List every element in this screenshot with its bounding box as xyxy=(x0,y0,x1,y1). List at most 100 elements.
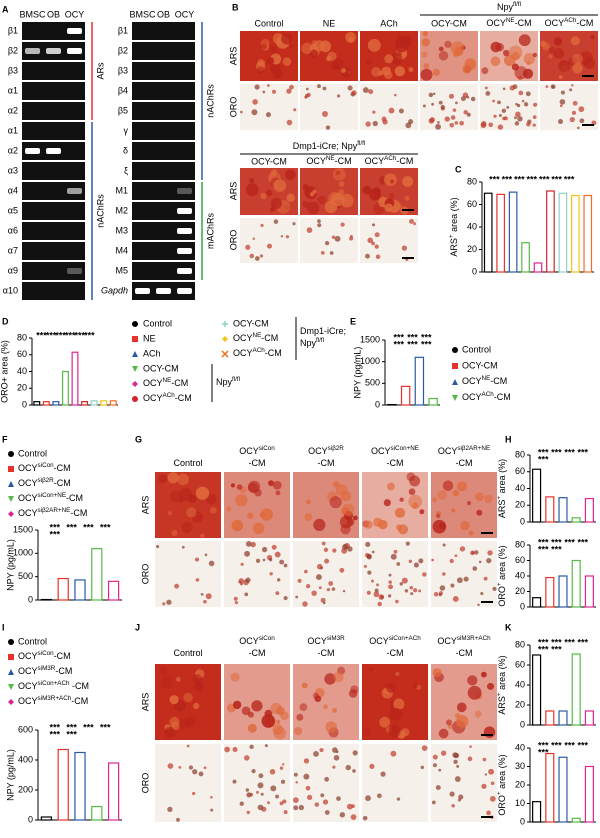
lane-label: OCY xyxy=(65,9,85,19)
y-axis-label: ARS+ area (%) xyxy=(496,655,507,714)
lipid-droplet xyxy=(579,118,585,124)
lipid-droplet xyxy=(571,84,574,87)
label-part: ARS xyxy=(497,500,507,519)
lipid-droplet xyxy=(453,759,458,765)
gel-row xyxy=(22,182,85,200)
mineral-nodule xyxy=(331,62,339,70)
bar xyxy=(584,575,594,608)
mineral-nodule xyxy=(423,63,430,69)
gel-row xyxy=(22,22,85,40)
legend-label: OCY-CM xyxy=(143,363,179,373)
lipid-droplet xyxy=(245,541,252,547)
mineral-nodule xyxy=(438,728,449,739)
mineral-nodule xyxy=(385,682,397,693)
lipid-droplet xyxy=(372,120,378,127)
mineral-nodule xyxy=(352,515,358,521)
column-label: OCYsiM3R+ACh xyxy=(437,635,491,646)
significance: *** xyxy=(564,537,575,547)
lipid-droplet xyxy=(484,86,488,90)
significance: *** xyxy=(551,740,562,750)
lipid-droplet xyxy=(351,90,357,96)
lipid-droplet xyxy=(396,797,401,801)
label-part: fl/fl xyxy=(232,376,240,383)
lipid-droplet xyxy=(421,745,428,752)
label-part: ARS xyxy=(449,238,459,257)
column-label: OCYsiCon+ACh xyxy=(369,635,421,646)
lipid-droplet xyxy=(276,578,281,582)
lipid-droplet xyxy=(210,808,214,812)
mineral-nodule xyxy=(332,708,337,713)
lipid-droplet xyxy=(328,581,334,586)
bar xyxy=(532,597,542,608)
lipid-droplet xyxy=(320,793,325,798)
panel-letter: J xyxy=(135,622,140,632)
lipid-droplet xyxy=(449,122,455,128)
micrograph xyxy=(540,84,598,130)
group-label: ARs xyxy=(95,62,105,80)
mineral-nodule xyxy=(306,201,320,215)
significance: *** xyxy=(527,174,538,184)
row-label: β1 xyxy=(118,25,128,35)
bar xyxy=(109,400,117,406)
mineral-nodule xyxy=(235,493,248,507)
label-part: fl/fl xyxy=(316,337,324,344)
group-label: nAChRs xyxy=(95,194,105,228)
mineral-nodule xyxy=(548,54,553,59)
mineral-nodule xyxy=(364,520,373,529)
lipid-droplet xyxy=(456,577,463,584)
label-part: OCY xyxy=(369,636,389,646)
mineral-nodule xyxy=(293,726,303,736)
column-label: OCYsiCon xyxy=(239,635,275,646)
lipid-droplet xyxy=(398,108,404,114)
lipid-droplet xyxy=(376,583,380,587)
label-part: -CM xyxy=(456,458,473,468)
lipid-droplet xyxy=(317,84,321,89)
group-label: Npyfl/fl xyxy=(497,1,521,12)
gel-row xyxy=(132,42,195,60)
mineral-nodule xyxy=(169,716,180,727)
y-tick-label: 1000 xyxy=(13,548,33,558)
mineral-nodule xyxy=(368,667,374,672)
lipid-droplet xyxy=(334,235,341,242)
label-part: siCon xyxy=(259,635,276,642)
lipid-droplet xyxy=(321,541,326,546)
significance: *** xyxy=(502,174,513,184)
label-part: OCY xyxy=(306,156,326,166)
mineral-nodule xyxy=(260,508,274,521)
lipid-droplet xyxy=(433,592,439,597)
significance: *** xyxy=(50,522,61,532)
lipid-droplet xyxy=(332,765,336,769)
label-part: OCY xyxy=(371,446,391,456)
label-part: -CM xyxy=(335,156,352,166)
legend-label: OCYsiβ2AR+NE-CM xyxy=(18,507,87,518)
legend-marker xyxy=(221,350,229,358)
y-tick-label: 20 xyxy=(515,500,525,510)
lipid-droplet xyxy=(395,599,399,604)
legend-group-label: Npyfl/fl xyxy=(300,337,324,348)
bar xyxy=(532,468,542,523)
significance: *** xyxy=(36,330,47,340)
label-part: OCY xyxy=(233,333,253,343)
row-label: β1 xyxy=(8,25,18,35)
row-label: α10 xyxy=(3,285,18,295)
significance: *** xyxy=(407,332,418,342)
lipid-droplet xyxy=(401,245,408,251)
lipid-droplet xyxy=(318,586,322,590)
label-part: -CM xyxy=(249,648,266,658)
micrograph xyxy=(431,541,497,607)
bar xyxy=(57,748,69,821)
mineral-nodule xyxy=(324,200,338,214)
mineral-nodule xyxy=(572,63,583,74)
lipid-droplet xyxy=(484,773,488,776)
lipid-droplet xyxy=(405,541,410,546)
gel-row xyxy=(22,202,85,220)
lipid-droplet xyxy=(239,801,244,806)
mineral-nodule xyxy=(317,195,327,205)
lipid-droplet xyxy=(286,88,292,94)
legend-marker xyxy=(8,654,14,660)
mineral-nodule xyxy=(553,48,565,60)
mineral-nodule xyxy=(186,507,197,518)
lipid-droplet xyxy=(493,114,497,118)
lipid-droplet xyxy=(273,219,279,224)
lipid-droplet xyxy=(282,799,287,804)
